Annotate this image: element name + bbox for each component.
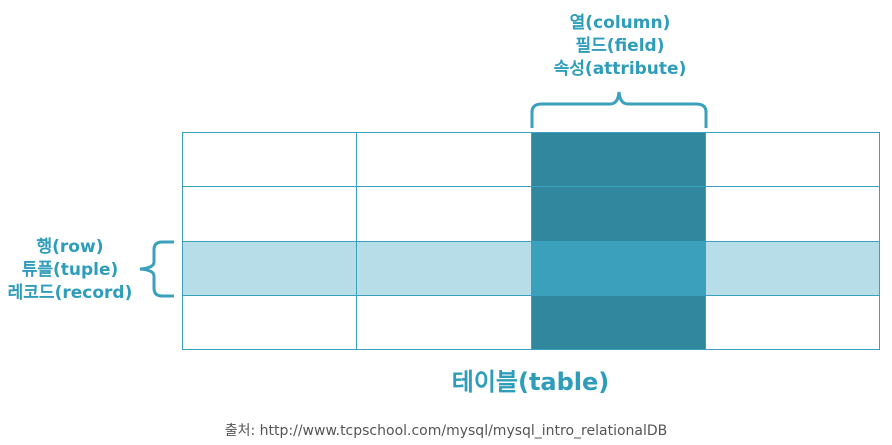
table-cell (530, 132, 706, 188)
row-brace (139, 240, 174, 298)
table-cell (356, 240, 532, 296)
field-label: 필드(field) (575, 36, 665, 56)
table-cell (530, 186, 706, 242)
tuple-label: 튜플(tuple) (21, 260, 119, 280)
record-label: 레코드(record) (7, 283, 133, 303)
attribute-label: 속성(attribute) (553, 59, 687, 79)
source-citation: 출처: http://www.tcpschool.com/mysql/mysql… (224, 423, 668, 439)
table-cell (704, 240, 880, 296)
table-cell (182, 132, 358, 188)
table-cell (530, 240, 706, 296)
table-cell (182, 186, 358, 242)
table-cell (356, 186, 532, 242)
column-brace (530, 91, 708, 128)
table-cell (182, 294, 358, 350)
column-label: 열(column) (569, 13, 671, 33)
table-cell (356, 132, 532, 188)
table-cell (530, 294, 706, 350)
table-grid (182, 132, 880, 350)
table-cell (356, 294, 532, 350)
table-caption: 테이블(table) (451, 368, 610, 396)
column-labels: 열(column) 필드(field) 속성(attribute) (505, 12, 735, 81)
row-labels: 행(row) 튜플(tuple) 레코드(record) (0, 236, 140, 305)
table-cell (704, 186, 880, 242)
table-cell (182, 240, 358, 296)
table-cell (704, 294, 880, 350)
row-label: 행(row) (36, 237, 104, 257)
table-cell (704, 132, 880, 188)
